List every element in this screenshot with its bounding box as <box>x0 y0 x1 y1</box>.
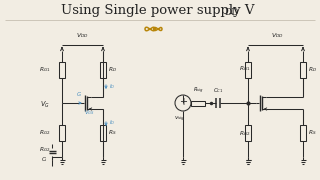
Text: $I_D$: $I_D$ <box>109 119 115 127</box>
Text: $R_{G2}$: $R_{G2}$ <box>38 129 50 138</box>
Text: Using Single power supply V: Using Single power supply V <box>61 3 255 17</box>
Text: $v_{sig}$: $v_{sig}$ <box>174 115 186 124</box>
Text: $R_{G2}$: $R_{G2}$ <box>239 130 251 138</box>
Text: $V_{GS}$: $V_{GS}$ <box>84 108 95 117</box>
Text: $V_{DD}$: $V_{DD}$ <box>271 31 284 40</box>
Text: $R_D$: $R_D$ <box>108 66 117 75</box>
Text: +: + <box>179 97 187 107</box>
Text: $R_S$: $R_S$ <box>108 129 116 138</box>
Text: $R_{G2}$: $R_{G2}$ <box>38 146 50 154</box>
Text: $I_D$: $I_D$ <box>109 83 115 91</box>
Text: $R_D$: $R_D$ <box>308 66 317 75</box>
Text: $R_S$: $R_S$ <box>308 129 316 138</box>
Text: DD: DD <box>224 8 238 17</box>
Text: $V_G$: $V_G$ <box>40 100 50 110</box>
Text: $V_{DD}$: $V_{DD}$ <box>76 31 89 40</box>
Text: $R_{sig}$: $R_{sig}$ <box>193 86 204 96</box>
Text: $C_i$: $C_i$ <box>41 155 48 164</box>
Text: $C_{C1}$: $C_{C1}$ <box>213 86 223 95</box>
Text: $G$: $G$ <box>76 90 82 98</box>
Text: $R_{G1}$: $R_{G1}$ <box>38 66 50 75</box>
Text: $R_{G1}$: $R_{G1}$ <box>239 65 251 73</box>
